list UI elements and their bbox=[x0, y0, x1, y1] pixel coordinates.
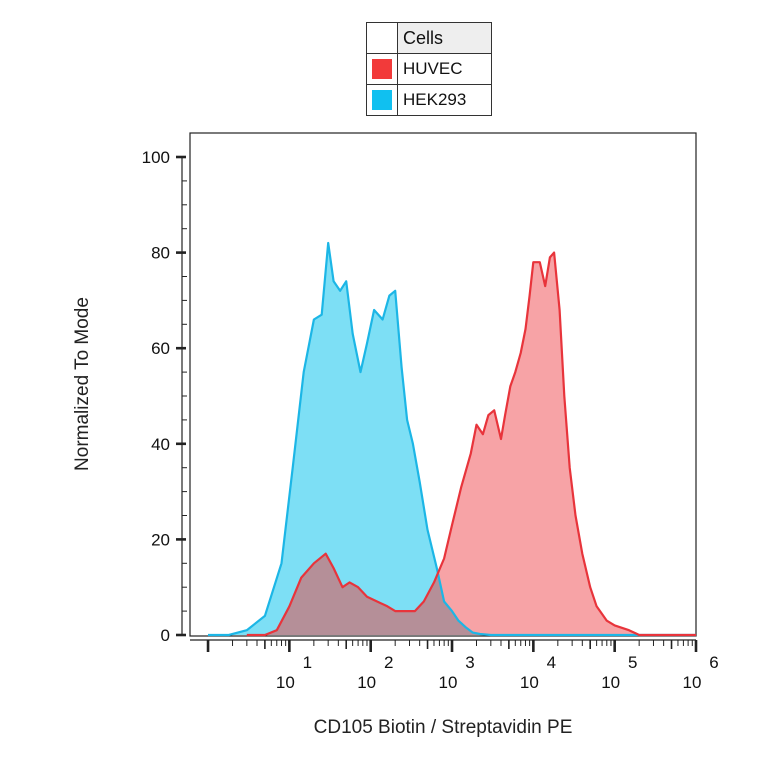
x-tick-label: 10 bbox=[439, 673, 458, 692]
x-tick-label: 10 bbox=[520, 673, 539, 692]
legend-swatch-hek293 bbox=[372, 90, 392, 110]
plot-frame bbox=[189, 132, 697, 637]
legend-label-huvec: HUVEC bbox=[397, 53, 492, 85]
x-tick-exponent: 5 bbox=[628, 653, 637, 672]
x-tick-exponent: 1 bbox=[303, 653, 312, 672]
x-axis-title: CD105 Biotin / Streptavidin PE bbox=[314, 717, 573, 738]
y-axis-title: Normalized To Mode bbox=[72, 297, 93, 471]
legend-label-hek293: HEK293 bbox=[397, 84, 492, 116]
huvec-line bbox=[246, 251, 696, 637]
series-layer bbox=[208, 241, 697, 637]
x-tick-exponent: 3 bbox=[465, 653, 474, 672]
x-tick-exponent: 6 bbox=[709, 653, 718, 672]
x-tick-label: 10 bbox=[683, 673, 702, 692]
x-tick-label: 10 bbox=[276, 673, 295, 692]
y-axis: 0 20 40 60 80 100 bbox=[142, 148, 187, 645]
legend-title: Cells bbox=[397, 22, 492, 54]
x-tick-exponent: 4 bbox=[547, 653, 556, 672]
y-tick-label: 20 bbox=[151, 530, 170, 549]
legend: Cells HUVEC HEK293 bbox=[366, 22, 492, 116]
x-tick-exponent: 2 bbox=[384, 653, 393, 672]
huvec-area bbox=[246, 252, 697, 635]
y-tick-label: 100 bbox=[142, 148, 170, 167]
legend-corner bbox=[366, 22, 398, 54]
x-axis: 10 1 10 2 10 3 10 4 10 5 10 6 bbox=[190, 639, 719, 692]
y-tick-label: 40 bbox=[151, 435, 170, 454]
x-tick-label: 10 bbox=[357, 673, 376, 692]
y-tick-label: 80 bbox=[151, 244, 170, 263]
legend-swatch-huvec bbox=[372, 59, 392, 79]
y-tick-label: 60 bbox=[151, 339, 170, 358]
x-tick-label: 10 bbox=[601, 673, 620, 692]
hek293-line bbox=[208, 241, 696, 637]
hek293-area bbox=[208, 243, 696, 635]
y-tick-label: 0 bbox=[161, 626, 170, 645]
